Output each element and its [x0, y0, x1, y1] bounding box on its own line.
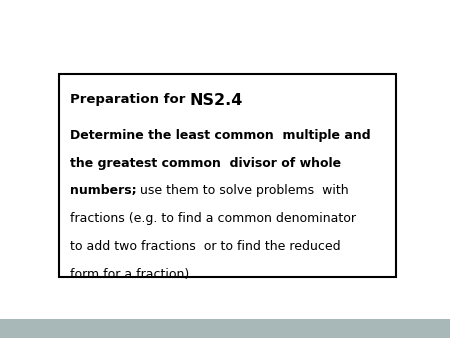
Bar: [0, 319, 450, 338]
Text: use them to solve problems  with: use them to solve problems with: [136, 185, 349, 197]
Text: the greatest common  divisor of whole: the greatest common divisor of whole: [70, 157, 341, 170]
Text: NS2.4: NS2.4: [190, 93, 243, 108]
Text: Preparation for: Preparation for: [70, 93, 190, 106]
Text: numbers;: numbers;: [70, 185, 136, 197]
Text: to add two fractions  or to find the reduced: to add two fractions or to find the redu…: [70, 240, 340, 253]
Text: Determine the least common  multiple and: Determine the least common multiple and: [70, 129, 370, 142]
FancyBboxPatch shape: [58, 74, 396, 277]
Text: fractions (e.g. to find a common denominator: fractions (e.g. to find a common denomin…: [70, 212, 356, 225]
Text: form for a fraction).: form for a fraction).: [70, 268, 193, 281]
